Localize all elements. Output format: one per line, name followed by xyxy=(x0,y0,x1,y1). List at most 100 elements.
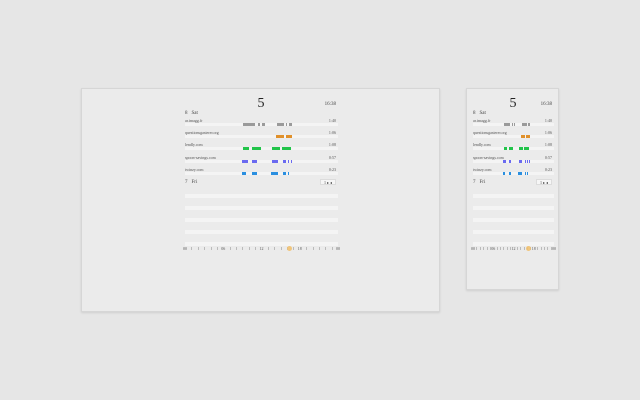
activity-segment xyxy=(285,135,293,139)
timeline-label: 00 xyxy=(471,246,475,251)
section-yesterday: 7 Fri xyxy=(473,180,485,186)
activity-track xyxy=(185,171,338,175)
site-domain[interactable]: lendly.com xyxy=(185,142,203,148)
activity-segment xyxy=(521,123,526,126)
site-domain[interactable]: lendly.com xyxy=(473,142,491,148)
day-nav-button[interactable]: 1 ▸ ◂ xyxy=(536,179,552,185)
section-yesterday: 7 Fri xyxy=(185,180,197,186)
site-domain[interactable]: ar.imagg.fr xyxy=(473,118,491,123)
timeline-tick xyxy=(267,247,269,250)
timeline-tick xyxy=(510,247,512,250)
site-domain[interactable]: questionsgasterer.org xyxy=(473,130,507,136)
empty-row xyxy=(185,242,338,246)
site-duration: 0:57 xyxy=(544,154,552,160)
activity-segment xyxy=(285,123,288,126)
site-domain[interactable]: spoon-savings.com xyxy=(473,154,504,160)
timeline-tick xyxy=(236,247,237,250)
site-domain[interactable]: twinzy.com xyxy=(473,166,492,172)
site-domain[interactable]: twinzy.com xyxy=(185,166,204,172)
timeline-label: 12 xyxy=(259,246,264,251)
yesterday-day-number: 7 xyxy=(185,180,188,185)
activity-segment xyxy=(511,123,513,126)
yesterday-day-number: 7 xyxy=(473,180,476,185)
timeline-tick xyxy=(486,247,488,250)
activity-segment xyxy=(282,147,291,151)
timeline-tick xyxy=(506,247,508,250)
activity-segment xyxy=(241,159,248,163)
timeline-label: 12 xyxy=(511,246,516,251)
site-duration: 1:40 xyxy=(544,118,552,123)
day-number: 5 xyxy=(509,96,517,111)
activity-track xyxy=(185,147,338,151)
activity-segment xyxy=(282,171,286,175)
activity-segment xyxy=(524,171,527,175)
activity-segment xyxy=(258,123,260,126)
timeline-tick xyxy=(550,247,552,250)
activity-track xyxy=(185,135,338,139)
activity-segment xyxy=(509,147,514,151)
activity-track xyxy=(473,171,554,175)
empty-row xyxy=(473,206,554,210)
timeline-tick xyxy=(503,247,505,250)
activity-segment xyxy=(272,147,280,151)
empty-row xyxy=(185,206,338,210)
activity-segment xyxy=(527,171,529,175)
activity-segment xyxy=(521,135,526,139)
activity-segment xyxy=(528,123,530,126)
timeline-tick xyxy=(255,247,257,250)
activity-segment xyxy=(290,159,293,163)
timeline-tick xyxy=(191,247,193,250)
activity-segment xyxy=(252,171,257,175)
activity-segment xyxy=(253,147,262,151)
current-time: 16:38 xyxy=(324,102,336,107)
timeline-tick xyxy=(204,247,206,250)
activity-track xyxy=(473,123,554,126)
timeline-tick xyxy=(479,247,481,250)
empty-row xyxy=(473,242,554,246)
activity-segment xyxy=(503,123,511,126)
empty-row xyxy=(473,230,554,234)
activity-segment xyxy=(241,171,247,175)
site-duration: 1:40 xyxy=(328,118,336,123)
activity-segment xyxy=(287,159,290,163)
timeline-tick xyxy=(197,247,199,250)
site-duration: 0:57 xyxy=(328,154,336,160)
day-nav-button[interactable]: 1 ▸ ◂ xyxy=(320,179,336,185)
timeline-tick xyxy=(293,247,295,250)
activity-segment xyxy=(526,135,530,139)
timeline-tick xyxy=(280,247,282,250)
day-number: 5 xyxy=(257,96,265,111)
timeline-tick xyxy=(537,247,539,250)
timeline-tick xyxy=(325,247,327,250)
activity-track xyxy=(185,159,338,163)
timeline-tick xyxy=(489,247,491,250)
empty-row xyxy=(185,194,338,198)
timeline-tick xyxy=(210,247,212,250)
timeline-tick xyxy=(476,247,478,250)
activity-track xyxy=(473,147,554,151)
today-day-name: Sat xyxy=(479,111,486,116)
activity-segment xyxy=(519,159,523,163)
activity-track xyxy=(473,159,554,163)
section-today: 8 Sat xyxy=(185,111,198,117)
activity-segment xyxy=(502,159,507,163)
current-time: 16:38 xyxy=(540,102,552,107)
activity-segment xyxy=(508,147,511,151)
site-domain[interactable]: spoon-savings.com xyxy=(185,154,216,160)
timeline-tick xyxy=(306,247,308,250)
activity-segment xyxy=(524,159,527,163)
timeline-tick xyxy=(543,247,545,250)
activity-segment xyxy=(508,171,512,175)
timeline-label: 00 xyxy=(552,246,556,251)
site-duration: 0:23 xyxy=(328,166,336,172)
activity-segment xyxy=(518,171,523,175)
activity-segment xyxy=(513,123,516,126)
section-today: 8 Sat xyxy=(473,111,486,117)
site-domain[interactable]: ar.imagg.fr xyxy=(185,118,203,123)
site-domain[interactable]: questionsgasterer.org xyxy=(185,130,219,136)
activity-track xyxy=(473,135,554,139)
activity-segment xyxy=(289,123,293,126)
activity-segment xyxy=(282,159,286,163)
timeline-label: 18 xyxy=(297,246,302,251)
activity-segment xyxy=(527,159,529,163)
